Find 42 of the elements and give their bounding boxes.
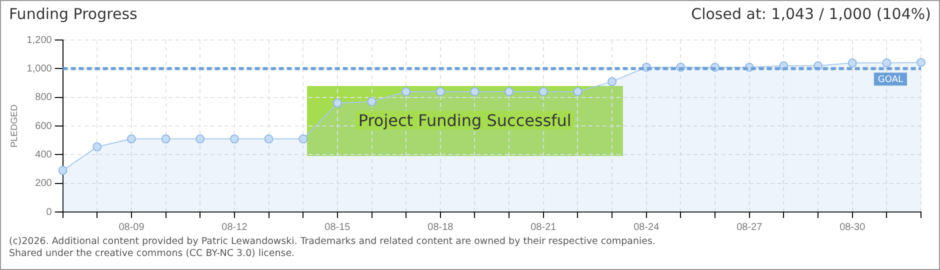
point xyxy=(92,142,102,152)
y-tick-label: 0 xyxy=(46,206,52,218)
x-tick-label: 08-30 xyxy=(840,222,866,233)
point xyxy=(538,87,548,96)
text: (c)2026. Additional content provided by Patric Lewandowski. Trademarks and related content are owned by their respective companies. xyxy=(9,236,656,248)
text: Closed at: 1,043 / 1,000 (104%) xyxy=(691,5,931,25)
x-tick-label: 08-21 xyxy=(530,222,557,233)
point xyxy=(916,58,926,68)
point xyxy=(161,134,170,144)
text: Shared under the creative commons (CC BY-NC 3.0) license. xyxy=(9,248,296,260)
x-tick-label: 08-09 xyxy=(118,222,145,233)
x-tick-label: 08-15 xyxy=(324,222,351,233)
y-tick-label: 400 xyxy=(35,149,52,160)
point xyxy=(608,77,617,86)
chart-title: Funding Progress xyxy=(9,5,138,25)
point xyxy=(504,87,514,96)
point xyxy=(436,87,445,96)
x-tick-label: 08-27 xyxy=(736,222,763,233)
point xyxy=(126,134,136,144)
point xyxy=(848,58,857,68)
y-tick-label: 600 xyxy=(35,120,52,132)
point xyxy=(332,98,342,108)
point xyxy=(298,134,308,144)
point xyxy=(882,58,892,68)
y-axis-title: PLEDGED xyxy=(8,104,19,148)
x-tick-label: 08-18 xyxy=(428,222,454,233)
y-tick-label: 800 xyxy=(35,92,52,104)
point xyxy=(58,166,68,175)
point xyxy=(402,87,411,96)
point xyxy=(196,134,205,144)
x-tick-label: 08-12 xyxy=(222,222,248,233)
y-tick-label: 200 xyxy=(35,178,52,190)
point xyxy=(573,87,582,96)
ref-line-label: GOAL xyxy=(878,75,904,86)
y-tick-label: 1,000 xyxy=(26,63,52,74)
point xyxy=(367,97,376,106)
x-tick-label: 08-24 xyxy=(634,222,660,233)
point xyxy=(470,87,480,96)
annotation: Project Funding Successful xyxy=(355,111,574,130)
y-tick-label: 1,200 xyxy=(26,34,52,46)
point xyxy=(264,134,274,144)
point xyxy=(230,134,239,144)
